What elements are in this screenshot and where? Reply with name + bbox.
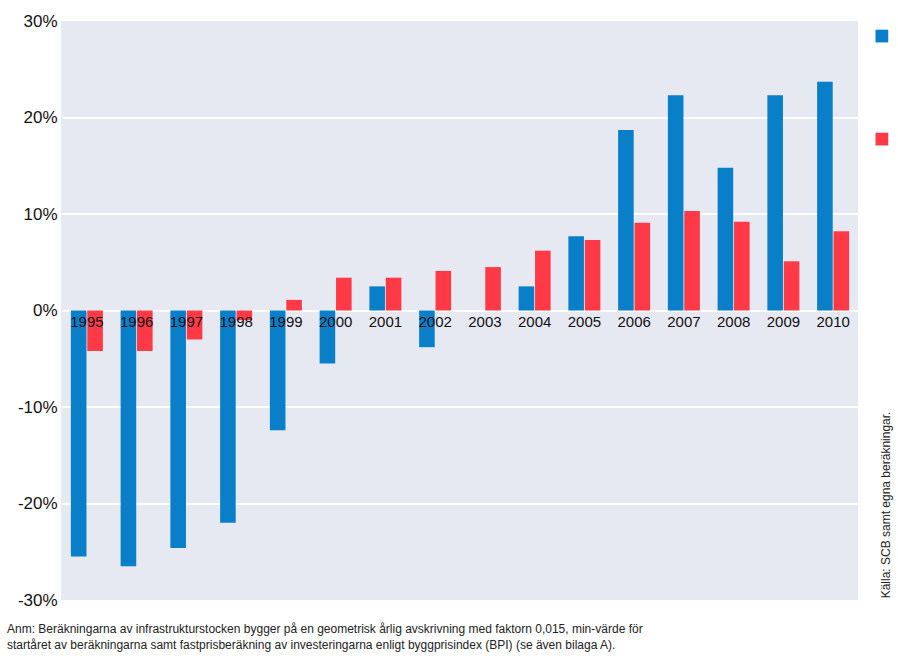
svg-text:1997: 1997	[170, 313, 203, 330]
svg-text:2007: 2007	[667, 313, 700, 330]
svg-text:2000: 2000	[319, 313, 352, 330]
svg-text:2004: 2004	[518, 313, 551, 330]
svg-text:2009: 2009	[767, 313, 800, 330]
svg-text:0%: 0%	[33, 301, 58, 320]
svg-text:2002: 2002	[418, 313, 451, 330]
svg-text:-10%: -10%	[18, 398, 58, 417]
svg-text:2003: 2003	[468, 313, 501, 330]
svg-text:1995: 1995	[70, 313, 103, 330]
svg-text:2008: 2008	[717, 313, 750, 330]
svg-text:2001: 2001	[369, 313, 402, 330]
svg-text:2010: 2010	[816, 313, 849, 330]
svg-text:1998: 1998	[219, 313, 252, 330]
svg-text:1999: 1999	[269, 313, 302, 330]
svg-text:30%: 30%	[24, 12, 58, 31]
svg-text:2006: 2006	[617, 313, 650, 330]
svg-text:1996: 1996	[120, 313, 153, 330]
svg-text:Källa: SCB samt egna beräkning: Källa: SCB samt egna beräkningar.	[879, 412, 893, 599]
svg-text:-20%: -20%	[18, 494, 58, 513]
svg-text:10%: 10%	[24, 205, 58, 224]
svg-text:20%: 20%	[24, 108, 58, 127]
svg-text:Anm: Beräkningarna av infrastr: Anm: Beräkningarna av infrastrukturstock…	[7, 622, 643, 652]
svg-text:2005: 2005	[568, 313, 601, 330]
svg-text:-30%: -30%	[18, 591, 58, 610]
